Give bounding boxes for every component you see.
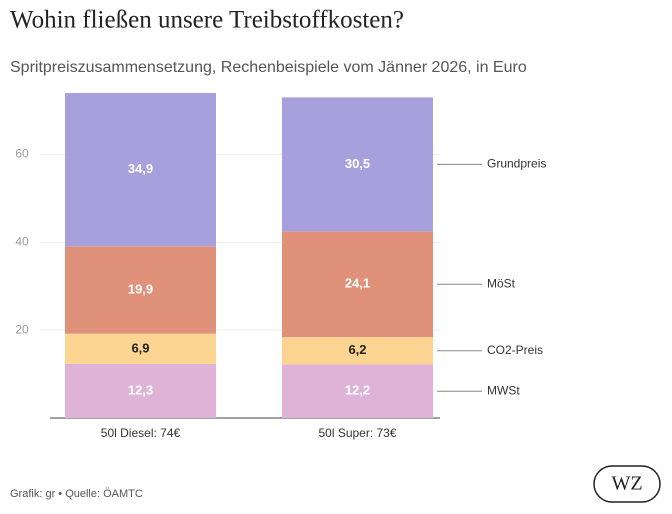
bar-segment [65,363,216,418]
data-label: 12,3 [128,382,153,397]
bar-segment [65,246,216,334]
data-label: 6,9 [131,340,149,355]
legend-label: Grundpreis [487,157,546,171]
data-label: 34,9 [128,161,153,176]
bar-segment [282,231,433,338]
data-label: 24,1 [345,276,370,291]
data-label: 30,5 [345,156,370,171]
source: Grafik: gr • Quelle: ÖAMTC [10,488,143,500]
bar-segment [282,97,433,232]
legend-label: MWSt [487,383,520,397]
data-label: 12,2 [345,383,370,398]
bar-segment [65,333,216,364]
bar-segment [65,93,216,247]
y-tick-label: 60 [15,147,29,161]
logo-frame [593,465,661,503]
logo: WZ [611,473,642,495]
y-tick-label: 40 [15,234,29,248]
data-label: 6,2 [348,342,366,357]
chart-title: Wohin fließen unsere Treibstoffkosten? [10,7,404,34]
x-tick-label: 50l Super: 73€ [318,426,396,440]
bar-segment [282,364,433,418]
legend-label: MöSt [487,276,516,290]
y-tick-label: 20 [15,322,29,336]
bar-segment [282,337,433,365]
data-label: 19,9 [128,281,153,296]
x-tick-label: 50l Diesel: 74€ [101,426,181,440]
chart-subtitle: Spritpreiszusammensetzung, Rechenbeispie… [10,59,527,76]
legend-label: CO2-Preis [487,343,543,357]
